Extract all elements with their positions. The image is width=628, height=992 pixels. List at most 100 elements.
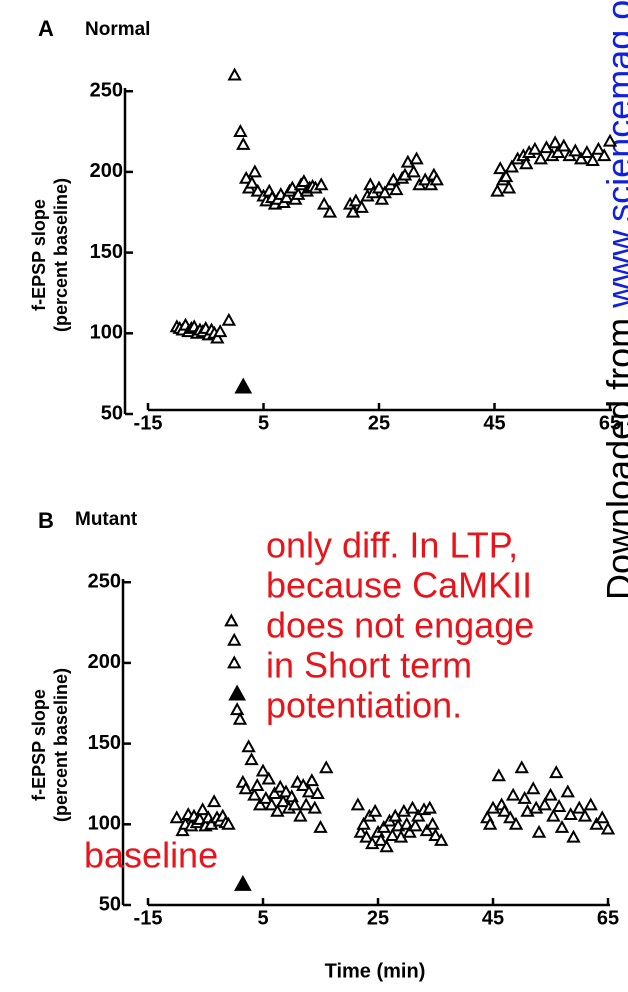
data-point xyxy=(501,180,517,194)
data-point xyxy=(572,800,587,814)
annotation: in Short term xyxy=(266,645,472,686)
data-point xyxy=(252,797,268,811)
data-point xyxy=(389,182,404,196)
x-tick-label: -15 xyxy=(134,907,163,929)
data-point xyxy=(221,816,236,830)
annotation: because CaMKII xyxy=(266,565,532,606)
panel-label: B xyxy=(38,508,54,533)
data-point xyxy=(304,773,320,787)
data-point xyxy=(244,175,260,189)
data-point xyxy=(429,172,444,186)
data-point xyxy=(371,180,387,194)
data-point xyxy=(519,156,534,170)
data-point xyxy=(322,204,338,218)
data-point xyxy=(227,632,242,646)
data-point xyxy=(491,768,506,782)
data-point xyxy=(374,191,390,205)
data-point xyxy=(279,190,294,204)
data-point xyxy=(379,839,394,853)
data-point xyxy=(434,832,449,846)
data-point xyxy=(227,655,242,669)
data-point xyxy=(319,760,334,774)
data-point xyxy=(353,824,368,838)
data-point xyxy=(556,138,571,152)
data-point xyxy=(550,144,566,158)
data-point xyxy=(526,781,541,795)
data-point xyxy=(264,797,279,811)
data-point xyxy=(577,808,593,822)
data-point xyxy=(247,787,262,801)
data-point xyxy=(233,124,248,137)
data-point xyxy=(348,193,364,207)
panel-title: Normal xyxy=(85,19,150,40)
data-point xyxy=(273,779,288,793)
data-point xyxy=(385,828,400,842)
data-point xyxy=(579,144,595,158)
data-point xyxy=(212,324,228,338)
data-point xyxy=(244,752,259,766)
x-tick-label: 45 xyxy=(483,412,505,434)
annotation: does not engage xyxy=(266,605,534,646)
watermark: Downloaded from www.sciencemag.org xyxy=(599,0,628,600)
data-point xyxy=(583,797,598,811)
data-point xyxy=(547,135,563,149)
data-point xyxy=(405,800,420,814)
data-point xyxy=(241,739,256,753)
data-point xyxy=(585,153,600,167)
data-point xyxy=(597,148,612,162)
data-point xyxy=(517,790,532,804)
data-point xyxy=(482,816,498,830)
data-point xyxy=(505,787,521,801)
data-point xyxy=(560,784,575,798)
data-point xyxy=(497,803,512,817)
data-point xyxy=(573,151,589,165)
data-point xyxy=(533,151,548,165)
y-axis-label: (percent baseline) xyxy=(51,668,71,822)
data-point xyxy=(377,185,392,199)
data-point xyxy=(490,183,505,197)
data-point xyxy=(402,824,417,838)
data-point xyxy=(503,810,518,824)
x-tick-label: 5 xyxy=(257,907,268,929)
annotation: only diff. In LTP, xyxy=(266,525,518,566)
data-point xyxy=(554,819,570,833)
baseline-note: baseline xyxy=(84,835,218,876)
data-point xyxy=(310,786,325,800)
data-point xyxy=(566,829,581,843)
data-point xyxy=(314,177,329,191)
data-point xyxy=(350,797,366,811)
data-point xyxy=(206,794,222,808)
data-point xyxy=(568,143,583,157)
y-tick-label: 100 xyxy=(88,813,121,835)
data-point xyxy=(504,159,520,173)
data-point xyxy=(227,67,242,81)
data-point xyxy=(508,816,524,830)
panel-label: A xyxy=(38,16,54,41)
y-tick-label: 200 xyxy=(90,160,123,182)
data-point xyxy=(514,760,529,774)
x-tick-label: 25 xyxy=(368,412,390,434)
data-point xyxy=(261,771,276,785)
data-point xyxy=(356,816,371,830)
data-point xyxy=(493,161,508,175)
x-tick-label: 25 xyxy=(367,907,389,929)
data-point xyxy=(425,816,440,830)
data-point xyxy=(422,800,437,814)
data-point xyxy=(411,808,426,822)
x-tick-label: 5 xyxy=(258,412,269,434)
x-tick-label: 65 xyxy=(599,412,621,434)
x-tick-label: 45 xyxy=(482,907,504,929)
data-point xyxy=(546,808,561,822)
data-point xyxy=(278,784,294,798)
data-point xyxy=(367,803,383,817)
data-point xyxy=(228,684,246,701)
data-point xyxy=(406,164,421,178)
y-tick-label: 50 xyxy=(101,402,123,424)
data-point xyxy=(195,802,210,816)
y-tick-label: 150 xyxy=(90,241,123,263)
data-point xyxy=(409,151,424,165)
y-tick-label: 100 xyxy=(90,322,123,344)
data-point xyxy=(359,829,374,843)
